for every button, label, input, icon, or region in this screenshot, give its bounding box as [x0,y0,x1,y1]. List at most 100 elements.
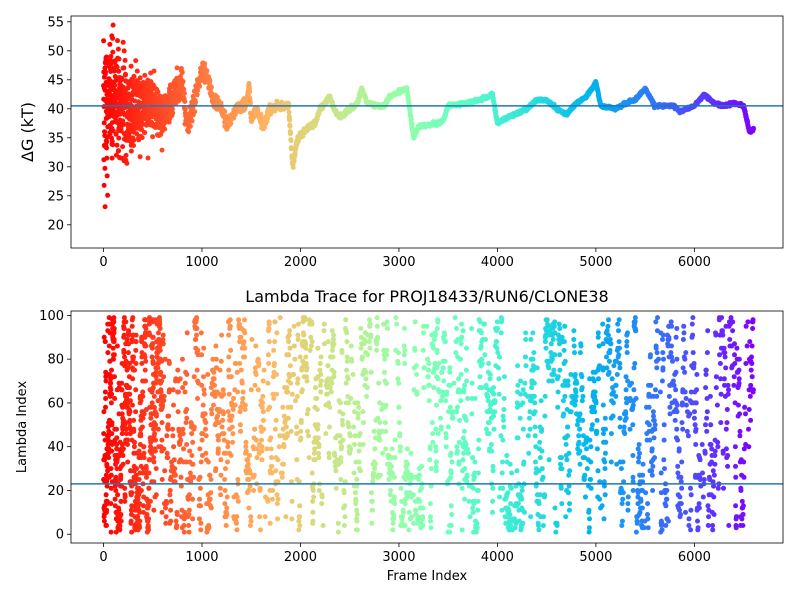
lambda-point [117,527,123,533]
delta-g-point [116,148,121,154]
lambda-point [260,417,266,423]
lambda-point [182,389,188,395]
lambda-point [197,485,203,491]
lambda-point [313,385,318,391]
lambda-point [275,516,281,522]
delta-g-point [222,109,228,115]
lambda-point [193,337,199,342]
lambda-point [133,339,139,345]
lambda-point [252,426,258,432]
lambda-point [141,455,147,461]
delta-g-point [120,144,126,150]
lambda-point [146,516,152,522]
lambda-point [296,321,301,327]
lambda-point [175,409,181,415]
lambda-point [284,433,290,439]
lambda-point [242,345,248,351]
lambda-point [103,396,109,401]
lambda-point [141,444,147,450]
lambda-point [108,387,114,393]
lambda-point [149,345,155,351]
delta-g-point [150,134,156,140]
lambda-point [103,492,109,498]
lambda-point [274,501,280,507]
lambda-point [301,332,307,338]
lambda-point [222,477,228,482]
lambda-point [222,501,228,507]
lambda-point [237,409,243,415]
lambda-point [238,334,244,340]
lambda-point [160,402,165,408]
y-tick-label: 40 [47,440,64,455]
delta-g-point [103,69,108,75]
lambda-point [197,474,203,480]
delta-g-point [105,192,111,198]
delta-g-point [104,134,110,140]
x-tick-label: 2000 [284,255,317,270]
lambda-point [295,337,301,342]
delta-g-point [122,57,128,63]
lambda-point [165,422,171,428]
delta-g-point [101,182,107,188]
delta-g-point [204,68,210,74]
lambda-point [153,369,159,375]
lambda-point [226,391,232,397]
lambda-point [284,385,290,391]
lambda-point [289,391,295,397]
lambda-point [135,514,141,520]
delta-g-point [139,135,145,141]
delta-g-point [174,65,180,71]
delta-g-point [142,72,148,78]
y-tick-label: 100 [39,309,64,324]
lambda-point [132,439,137,445]
y-tick-label: 0 [56,528,64,543]
lambda-point [203,426,208,432]
lambda-point [159,509,165,515]
delta-g-point [131,137,137,143]
delta-g-point [104,145,110,151]
lambda-point [289,498,295,504]
lambda-point [226,332,232,338]
delta-g-point [128,63,134,69]
delta-g-point [197,83,203,89]
lambda-point [144,474,149,480]
delta-g-point [104,173,110,179]
lambda-point [211,402,216,408]
lambda-point [266,339,272,345]
lambda-point [303,354,309,360]
lambda-point [227,317,233,323]
lambda-point [309,321,315,327]
lambda-point [259,457,265,463]
lambda-point [196,516,202,522]
lambda-point [127,409,133,415]
lambda-point [163,514,169,520]
lambda-point [218,358,224,364]
lambda-points [101,315,756,535]
lambda-point [170,426,176,432]
lambda-point [253,343,259,349]
delta-g-point [131,73,137,79]
lambda-point [104,507,110,513]
lambda-point [295,380,300,386]
lambda-point [106,455,112,461]
lambda-point [195,396,200,401]
lambda-point [146,503,152,509]
lambda-point [142,354,148,360]
lambda-point [180,356,185,362]
lambda-point [218,457,224,463]
lambda-point [226,354,232,360]
lambda-point [262,514,268,520]
lambda-point [206,525,212,531]
x-tick-label: 4000 [481,550,514,565]
lambda-point [286,352,292,358]
delta-g-point [102,129,108,135]
lambda-point [267,520,273,526]
lambda-point [222,488,228,493]
lambda-point [288,428,294,434]
y-axis-label: ΔG (kT) [18,102,37,162]
lambda-point [242,354,248,360]
lambda-point [119,387,125,393]
delta-g-point [111,68,117,74]
lambda-point [220,417,226,423]
lambda-point [150,385,156,391]
